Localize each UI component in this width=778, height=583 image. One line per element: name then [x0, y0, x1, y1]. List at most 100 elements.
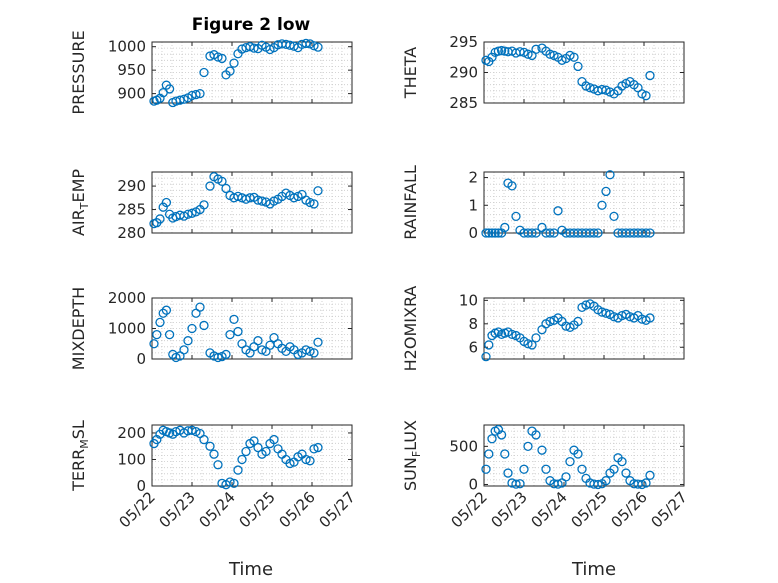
- y-tick-label: 6: [468, 338, 478, 356]
- data-point: [253, 336, 263, 346]
- y-axis-label-part: THETA: [401, 47, 420, 99]
- data-point: [164, 329, 175, 340]
- grid: [484, 42, 684, 103]
- y-axis-label: RAINFALL: [401, 165, 420, 240]
- y-axis-label-subscript: F: [410, 451, 423, 457]
- data-point: [490, 228, 500, 238]
- data-point: [217, 53, 227, 64]
- data-point: [195, 302, 205, 312]
- data-point: [191, 89, 201, 100]
- data-point: [249, 43, 259, 53]
- data-point: [195, 88, 205, 99]
- data-point: [503, 468, 513, 478]
- y-axis-label-part: LUX: [401, 420, 420, 451]
- data-series: [481, 299, 655, 362]
- data-point: [573, 316, 583, 327]
- data-point: [213, 352, 223, 363]
- grid: [484, 298, 684, 359]
- data-point: [537, 445, 547, 455]
- y-axis-label: AIRTEMP: [69, 169, 91, 236]
- data-point: [187, 323, 197, 334]
- data-point: [553, 206, 563, 216]
- data-point: [309, 41, 319, 51]
- y-tick-label: 1000: [108, 320, 146, 338]
- data-point: [500, 449, 510, 459]
- data-point: [152, 329, 162, 340]
- data-series: [481, 170, 655, 238]
- data-point: [601, 186, 611, 197]
- y-tick-label: 100: [117, 450, 146, 468]
- data-point: [217, 176, 227, 187]
- y-tick-label: 950: [117, 61, 146, 79]
- data-point: [527, 340, 537, 350]
- data-point: [515, 479, 525, 489]
- data-point: [305, 197, 315, 208]
- axes-box: [151, 424, 353, 487]
- subplot-mixdepth: 0 1000 2000 MIXDEPTH: [69, 287, 353, 370]
- data-series: [149, 38, 323, 108]
- y-axis-label-subscript: T: [78, 202, 91, 210]
- data-point: [645, 313, 655, 323]
- y-axis-label-part: SL: [69, 420, 88, 439]
- data-point: [523, 441, 533, 452]
- data-point: [545, 49, 555, 59]
- subplot-theta: 285 290 295 THETA: [401, 33, 685, 112]
- data-point: [229, 314, 239, 325]
- data-point: [158, 308, 168, 318]
- grid: [484, 425, 684, 486]
- data-point: [507, 181, 517, 191]
- data-point: [553, 479, 563, 489]
- x-axis-label-right: Time: [571, 559, 616, 580]
- data-series: [149, 425, 323, 490]
- y-axis-label-part: AIR: [69, 209, 88, 236]
- axes-box: [483, 171, 685, 234]
- y-tick-label: 900: [117, 85, 146, 103]
- data-point: [305, 346, 315, 357]
- data-point: [161, 197, 172, 208]
- data-point: [500, 222, 510, 233]
- y-axis-label: PRESSURE: [69, 30, 88, 114]
- data-point: [569, 52, 579, 62]
- data-point: [561, 472, 571, 482]
- y-axis-label-part: SUN: [401, 457, 420, 491]
- data-point: [161, 305, 172, 315]
- data-point: [301, 345, 311, 355]
- data-series: [481, 424, 655, 490]
- data-point: [241, 446, 251, 457]
- y-tick-label: 1000: [108, 38, 146, 56]
- data-point: [257, 196, 267, 206]
- data-point: [484, 449, 494, 459]
- data-point: [496, 45, 507, 56]
- y-axis-label-part: MIXDEPTH: [69, 287, 88, 370]
- data-point: [577, 464, 587, 474]
- data-point: [285, 458, 295, 469]
- data-point: [305, 456, 315, 466]
- y-axis-label: H2OMIXRA: [401, 286, 420, 372]
- y-tick-label: 200: [117, 424, 146, 442]
- data-point: [481, 228, 491, 238]
- data-point: [531, 430, 541, 440]
- y-tick-label: 285: [117, 201, 146, 219]
- x-axis-label-left: Time: [228, 559, 273, 580]
- data-point: [511, 211, 521, 222]
- data-point: [221, 183, 231, 194]
- y-tick-label: 2000: [108, 289, 146, 307]
- data-point: [309, 199, 319, 209]
- data-point: [229, 58, 239, 68]
- data-point: [313, 337, 323, 347]
- data-point: [205, 181, 215, 191]
- data-point: [293, 349, 303, 360]
- data-point: [171, 352, 181, 363]
- data-point: [645, 70, 655, 81]
- data-point: [225, 329, 235, 340]
- y-tick-label: 290: [449, 64, 478, 82]
- y-axis-label-part: EMP: [69, 169, 88, 203]
- data-point: [155, 317, 165, 328]
- data-point: [487, 228, 497, 238]
- data-point: [313, 186, 323, 196]
- data-point: [515, 47, 525, 57]
- y-tick-label: 0: [136, 350, 146, 368]
- data-point: [289, 193, 299, 203]
- data-point: [601, 476, 611, 486]
- data-point: [609, 211, 619, 222]
